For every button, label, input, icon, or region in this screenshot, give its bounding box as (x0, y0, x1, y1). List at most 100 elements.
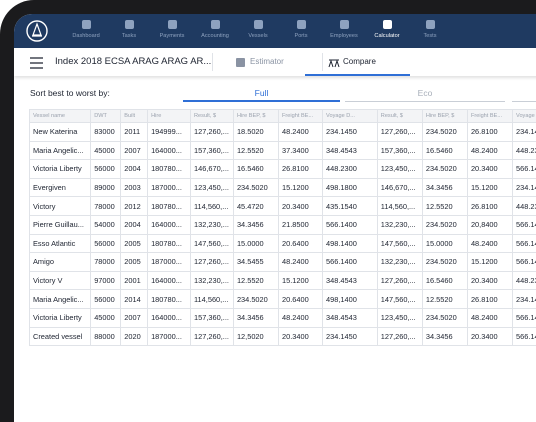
column-header[interactable]: Result, $ (376, 109, 423, 123)
table-cell: 147,560,... (376, 289, 423, 309)
table-cell: 566.1400 (322, 252, 378, 272)
table-row: Maria Angelic... 56000 2014 180780... 114,56… (29, 289, 536, 309)
column-header[interactable]: Hire BEP, $ (421, 109, 468, 123)
table-cell: 187000... (147, 326, 191, 347)
table-row: Amigo 78000 2005 187000... 127,260,... 34.545… (29, 252, 536, 272)
table-cell: 2020 (120, 326, 149, 347)
table-cell: 20.6400 (278, 233, 324, 254)
table-cell: 56000 (90, 159, 122, 179)
table-cell: 234.1450 (322, 122, 378, 142)
table-cell: 187000... (147, 252, 191, 272)
table-cell: 566.1400 (512, 159, 536, 179)
table-cell: 97000 (90, 270, 122, 291)
table-cell: Victoria Liberty (29, 159, 92, 179)
table-cell: 12.5520 (421, 196, 468, 216)
table-cell: 234.5020 (421, 214, 468, 235)
column-header[interactable]: Hire BEP, $ (232, 109, 280, 123)
table-cell: 127,260,... (376, 326, 423, 347)
table-row: Victory 78000 2012 180780... 114,560,... 45.4… (29, 196, 536, 216)
logo (26, 20, 48, 42)
table-cell: 34.3456 (232, 214, 280, 235)
column-header[interactable]: Built (120, 109, 149, 123)
table-cell: 16.5460 (421, 270, 468, 291)
table-cell: 20.6400 (278, 289, 324, 309)
option-underline (512, 101, 536, 102)
table-cell: 448.2300 (512, 140, 536, 161)
table-cell: New Katerina (29, 122, 92, 142)
nav-item[interactable]: Ports (279, 18, 323, 39)
column-header[interactable]: Hire (147, 109, 191, 123)
table-cell: Victoria Liberty (29, 307, 92, 328)
table-cell: 48.2400 (466, 307, 514, 328)
table-cell: 435.1540 (322, 196, 378, 216)
table-cell: 45000 (90, 307, 122, 328)
nav-item[interactable]: Vessels (236, 18, 280, 39)
compare-icon (328, 59, 340, 68)
table-cell: Amigo (29, 252, 92, 272)
table-cell: 12.5520 (232, 140, 280, 161)
table-cell: 15.1200 (278, 177, 324, 198)
header-bar: Index 2018 ECSA ARAG ARAG AR... Estimato… (14, 48, 536, 76)
column-header[interactable]: Vessel name (29, 109, 92, 123)
sort-option[interactable]: Eco (417, 88, 433, 98)
screen: Dashboard Tasks Payments Accounting Vessels P… (14, 14, 536, 422)
table-cell: 45000 (90, 140, 122, 161)
table-cell: 498.1400 (322, 233, 378, 254)
table-cell: 48.2400 (278, 307, 324, 328)
divider (212, 53, 213, 71)
table-cell: 34.3456 (421, 177, 468, 198)
nav-item[interactable]: Dashboard (64, 18, 108, 39)
table-cell: 15.1200 (278, 270, 324, 291)
column-header[interactable]: Freight BE... (466, 109, 514, 123)
nav-item[interactable]: Employees (322, 18, 366, 39)
menu-icon[interactable] (30, 57, 44, 69)
table-row: Maria Angelic... 45000 2007 164000... 157,36… (29, 140, 536, 161)
column-header[interactable]: Freight BE... (278, 109, 324, 123)
table-cell: 34.3456 (421, 326, 468, 347)
table-cell: Evergiven (29, 177, 92, 198)
column-header[interactable]: Voyage D... (512, 109, 536, 123)
table-cell: 2007 (120, 307, 149, 328)
column-header[interactable]: Voyage D... (322, 109, 378, 123)
table-cell: 348.4543 (322, 307, 378, 328)
table-cell: 194999... (147, 122, 191, 142)
sort-option[interactable]: Full (254, 88, 269, 98)
option-underline (345, 101, 505, 102)
table-cell: 234.1450 (512, 177, 536, 198)
tab[interactable]: Compare (343, 57, 376, 66)
table-cell: 566.1400 (512, 233, 536, 254)
nav-icon (339, 20, 349, 29)
nav-item[interactable]: Tasks (107, 18, 151, 39)
table-cell: 34.5455 (232, 252, 280, 272)
nav-item[interactable]: Accounting (193, 18, 237, 39)
table-cell: 2005 (120, 233, 149, 254)
table-cell: 15.1200 (466, 252, 514, 272)
table-cell: 180780... (147, 233, 191, 254)
nav-label: Employees (330, 33, 358, 39)
table-cell: 2003 (120, 177, 149, 198)
nav-item[interactable]: Tests (408, 18, 452, 39)
table-cell: 56000 (90, 289, 122, 309)
nav-icon (81, 20, 91, 29)
table-cell: 20.3400 (466, 270, 514, 291)
table-cell: 26.8100 (466, 289, 514, 309)
nav-item[interactable]: Calculator (365, 18, 409, 39)
tab[interactable]: Estimator (250, 57, 284, 66)
table-cell: 132,230,... (376, 214, 423, 235)
table-row: Victoria Liberty 56000 2004 180780... 146,67… (29, 159, 536, 179)
table-cell: 127,260,... (190, 122, 234, 142)
column-header[interactable]: DWT (90, 109, 122, 123)
column-header[interactable]: Result, $ (190, 109, 234, 123)
nav-item[interactable]: Payments (150, 18, 194, 39)
table-row: Esso Atlantic 56000 2005 180780... 147,560,.… (29, 233, 536, 254)
table-cell: 18.5020 (232, 122, 280, 142)
table-cell: Maria Angelic... (29, 289, 92, 309)
table-cell: 187000... (147, 177, 191, 198)
table-cell: 146,670,... (190, 159, 234, 179)
table-cell: 566.1400 (512, 214, 536, 235)
header-row: Vessel name DWT Built Hire Result, $ Hire BEP… (29, 109, 536, 123)
table-cell: 164000... (147, 140, 191, 161)
table-cell: 54000 (90, 214, 122, 235)
table-cell: 48.2400 (466, 233, 514, 254)
nav-bar: Dashboard Tasks Payments Accounting Vessels P… (14, 14, 536, 48)
